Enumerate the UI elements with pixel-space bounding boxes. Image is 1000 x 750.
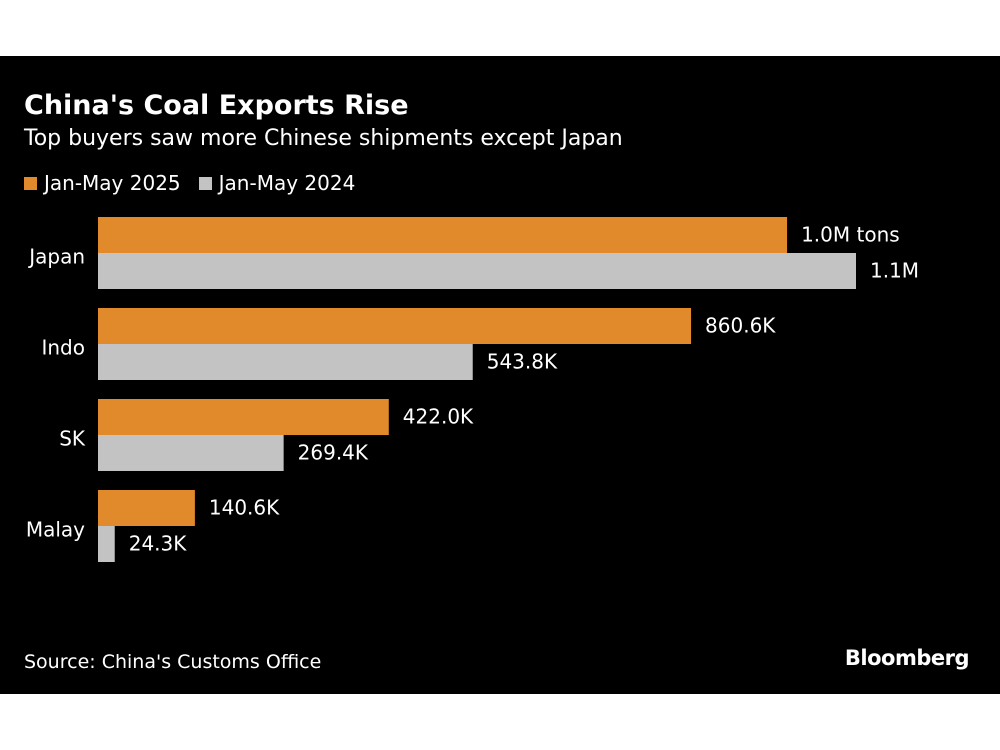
value-label-sk-2025: 422.0K [403,405,474,429]
legend-label-2024: Jan-May 2024 [218,171,356,195]
bar-indo-2025 [98,308,692,344]
value-label-indo-2024: 543.8K [487,350,558,374]
category-label-indo: Indo [41,336,85,360]
bloomberg-logo: Bloomberg [844,646,970,670]
legend-label-2025: Jan-May 2025 [44,171,181,195]
legend-item-2024: Jan-May 2024 [198,171,356,195]
value-label-japan-2024: 1.1M [870,259,919,283]
value-label-malay-2025: 140.6K [209,496,280,520]
category-label-malay: Malay [26,518,85,542]
value-label-indo-2025: 860.6K [705,314,776,338]
bar-indo-2024 [98,344,473,380]
bar-sk-2024 [98,435,284,471]
legend-item-2025: Jan-May 2025 [24,171,181,195]
bar-malay-2024 [98,526,115,562]
bar-japan-2024 [98,253,856,289]
legend-swatch-2025 [24,176,37,190]
value-label-sk-2024: 269.4K [298,441,369,465]
source-note: Source: China's Customs Office [24,651,322,673]
chart-title: China's Coal Exports Rise [24,90,409,121]
chart-panel: China's Coal Exports Rise Top buyers saw… [0,56,1000,694]
legend-swatch-2024 [198,176,212,190]
bar-sk-2025 [98,399,389,435]
bar-japan-2025 [98,217,788,253]
bar-chart: Japan 1.0M tons 1.1M Indo 860.6K 543.8K SK 422.… [26,217,919,562]
chart-legend: Jan-May 2025 Jan-May 2024 [24,171,373,195]
category-label-sk: SK [59,427,86,451]
value-label-japan-2025: 1.0M tons [801,223,900,247]
chart-subtitle: Top buyers saw more Chinese shipments ex… [24,126,623,151]
category-label-japan: Japan [27,245,85,269]
value-label-malay-2024: 24.3K [129,532,188,556]
bar-malay-2025 [98,490,195,526]
